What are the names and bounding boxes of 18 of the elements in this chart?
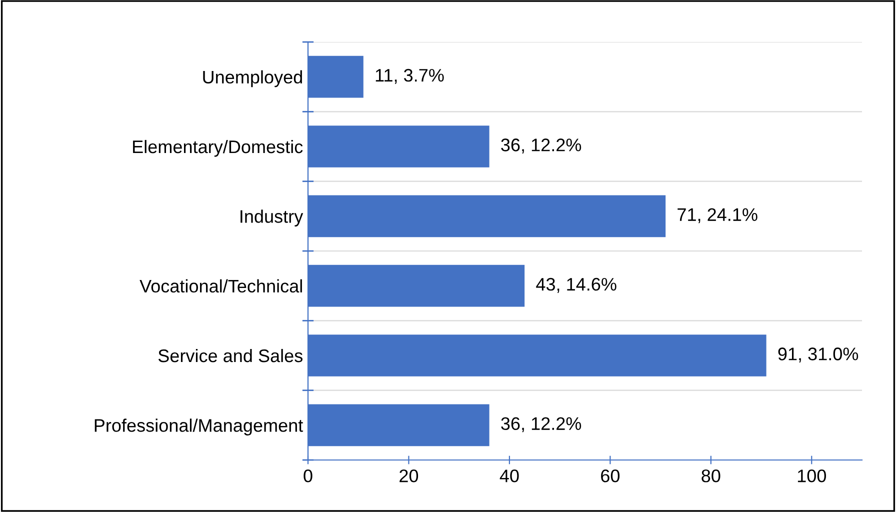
data-label: 71, 24.1% — [678, 208, 758, 224]
data-label: 91, 31.0% — [778, 348, 858, 362]
x-tick-label: 60 — [601, 470, 620, 482]
y-tick-label: Professional/Management — [94, 418, 304, 436]
x-tick-label: 40 — [500, 470, 519, 482]
data-label: 11, 3.7% — [376, 68, 444, 84]
y-tick-label: Vocational/Technical — [140, 279, 302, 293]
x-tick-label: 20 — [400, 470, 418, 482]
y-tick-label: Unemployed — [203, 70, 302, 88]
x-tick-label: 100 — [798, 470, 826, 482]
y-tick-label: Industry — [240, 210, 304, 226]
y-tick-label: Elementary/Domestic — [133, 140, 303, 157]
data-label: 36, 12.2% — [501, 138, 582, 154]
data-label: 43, 14.6% — [536, 278, 616, 293]
x-tick-label: 0 — [304, 470, 312, 482]
data-label: 36, 12.2% — [501, 417, 582, 432]
x-tick-label: 80 — [702, 470, 720, 482]
y-tick-label: Service and Sales — [158, 348, 302, 362]
